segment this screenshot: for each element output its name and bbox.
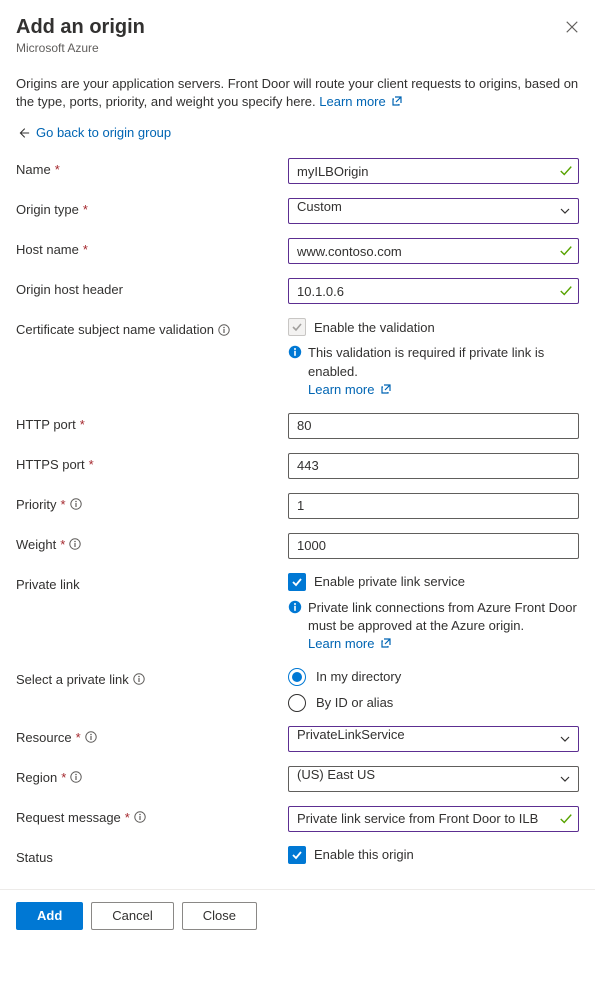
cancel-button[interactable]: Cancel (91, 902, 173, 930)
request-message-label: Request message (16, 810, 121, 825)
weight-input[interactable] (288, 533, 579, 559)
enable-origin-checkbox[interactable] (288, 846, 306, 864)
name-label: Name (16, 162, 51, 177)
enable-validation-label: Enable the validation (314, 320, 435, 335)
radio-in-my-directory[interactable]: In my directory (288, 668, 579, 686)
priority-input[interactable] (288, 493, 579, 519)
host-name-label: Host name (16, 242, 79, 257)
info-icon[interactable] (218, 324, 230, 336)
learn-more-link[interactable]: Learn more (308, 636, 392, 651)
select-private-link-label: Select a private link (16, 672, 129, 687)
learn-more-link[interactable]: Learn more (308, 382, 392, 397)
external-link-icon (391, 94, 403, 106)
resource-label: Resource (16, 730, 72, 745)
origin-host-header-input[interactable] (288, 278, 579, 304)
learn-more-link[interactable]: Learn more (319, 94, 403, 109)
status-label: Status (16, 850, 53, 865)
name-input[interactable] (288, 158, 579, 184)
valid-check-icon (559, 284, 573, 298)
panel-subtitle: Microsoft Azure (16, 41, 145, 55)
origin-host-header-label: Origin host header (16, 282, 123, 297)
cert-validation-label: Certificate subject name validation (16, 322, 214, 337)
region-select[interactable]: (US) East US (288, 766, 579, 792)
back-link[interactable]: Go back to origin group (16, 125, 579, 140)
resource-select[interactable]: PrivateLinkService (288, 726, 579, 752)
info-icon[interactable] (69, 538, 81, 550)
enable-origin-label: Enable this origin (314, 847, 414, 862)
add-button[interactable]: Add (16, 902, 83, 930)
enable-private-link-checkbox[interactable] (288, 573, 306, 591)
info-icon (288, 600, 302, 654)
close-icon[interactable] (565, 20, 579, 38)
intro-text: Origins are your application servers. Fr… (16, 75, 579, 111)
arrow-left-icon (16, 126, 30, 140)
http-port-label: HTTP port (16, 417, 76, 432)
origin-type-label: Origin type (16, 202, 79, 217)
enable-validation-checkbox (288, 318, 306, 336)
weight-label: Weight (16, 537, 56, 552)
http-port-input[interactable] (288, 413, 579, 439)
close-button[interactable]: Close (182, 902, 257, 930)
external-link-icon (380, 382, 392, 394)
radio-by-id-or-alias[interactable]: By ID or alias (288, 694, 579, 712)
request-message-input[interactable] (288, 806, 579, 832)
info-icon[interactable] (134, 811, 146, 823)
panel-title: Add an origin (16, 16, 145, 39)
info-icon[interactable] (70, 771, 82, 783)
private-link-label: Private link (16, 577, 80, 592)
priority-label: Priority (16, 497, 56, 512)
origin-type-select[interactable]: Custom (288, 198, 579, 224)
https-port-label: HTTPS port (16, 457, 85, 472)
info-icon[interactable] (70, 498, 82, 510)
valid-check-icon (559, 164, 573, 178)
valid-check-icon (559, 812, 573, 826)
region-label: Region (16, 770, 57, 785)
valid-check-icon (559, 244, 573, 258)
external-link-icon (380, 636, 392, 648)
info-icon (288, 345, 302, 399)
https-port-input[interactable] (288, 453, 579, 479)
info-icon[interactable] (133, 673, 145, 685)
enable-private-link-label: Enable private link service (314, 574, 465, 589)
required-marker: * (55, 162, 60, 177)
info-icon[interactable] (85, 731, 97, 743)
host-name-input[interactable] (288, 238, 579, 264)
